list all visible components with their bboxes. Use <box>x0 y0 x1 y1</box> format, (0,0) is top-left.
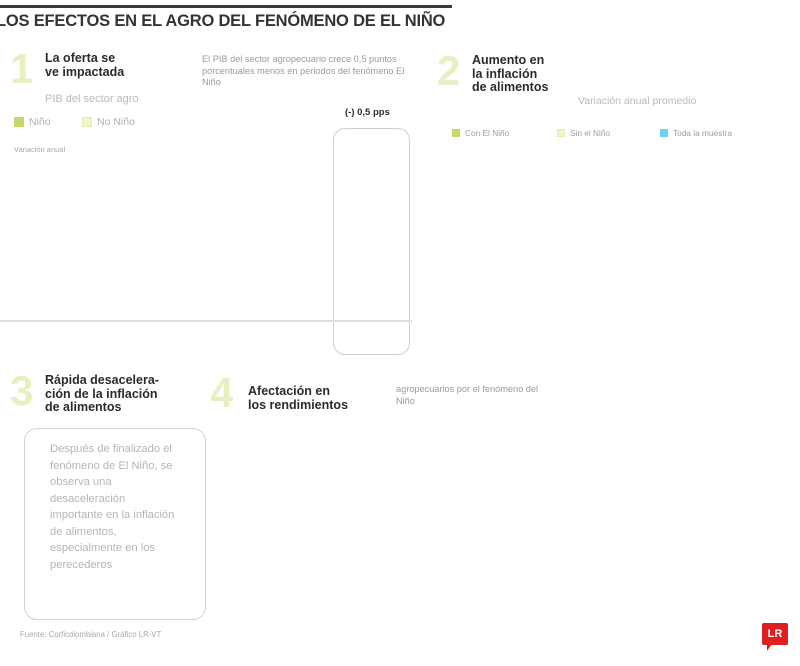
section-1-chart <box>0 130 412 330</box>
section-4-number: 4 <box>210 369 234 416</box>
legend-label-nino: Niño <box>29 116 51 128</box>
section-2-legend-item-1: Sin el Niño <box>557 128 610 138</box>
chart-axis-line <box>0 320 412 322</box>
legend-swatch-con-el-nino <box>452 129 460 137</box>
legend-label-sin-el-nino: Sin el Niño <box>570 128 611 138</box>
ranking-list-right <box>552 368 797 660</box>
legend-swatch-sin-el-nino <box>557 129 565 137</box>
source-note: Fuente: Corficolombiana / Gráfico LR-VT <box>20 630 162 639</box>
section-1-legend-item-1: No Niño <box>82 116 135 128</box>
section-2-chart <box>430 150 800 335</box>
section-1-axis-note: Variación anual <box>14 145 66 154</box>
section-2-subtitle: Variación anual promedio <box>578 95 697 107</box>
ranking-list-left <box>248 428 538 658</box>
section-4-lead: agropecuarios por el fenómeno del Niño <box>396 384 538 406</box>
lr-logo: LR <box>762 623 788 651</box>
section-2-legend-item-2: Toda la muestra <box>660 128 732 138</box>
legend-swatch-no-nino <box>82 117 92 127</box>
section-2-title: Aumento en la inflación de alimentos <box>472 53 549 94</box>
legend-label-no-nino: No Niño <box>97 116 135 128</box>
section-3-quote-box <box>24 428 206 620</box>
legend-label-toda-la-muestra: Toda la muestra <box>673 128 733 138</box>
section-1-legend-item-0: Niño <box>14 116 51 128</box>
section-3-quote: Después de finalizado el fenómeno de El … <box>50 443 175 571</box>
legend-swatch-toda-la-muestra <box>660 129 668 137</box>
section-2-legend-item-0: Con El Niño <box>452 128 509 138</box>
section-1-title: La oferta se ve impactada <box>45 51 125 79</box>
section-1-subtitle: PIB del sector agro <box>45 93 139 105</box>
section-4-title: Afectación en los rendimientos <box>248 384 349 412</box>
section-1-annotation: (-) 0,5 pps <box>345 107 390 118</box>
legend-swatch-nino <box>14 117 24 127</box>
lr-logo-text: LR <box>767 628 783 640</box>
section-2-number: 2 <box>437 47 461 94</box>
page-title: LOS EFECTOS EN EL AGRO DEL FENÓMENO DE E… <box>0 12 446 30</box>
total-highlight-box <box>333 128 410 355</box>
section-3-number: 3 <box>10 367 34 414</box>
section-3-title: Rápida desacelera-ción de la inflación de… <box>45 373 159 414</box>
section-1-lead: El PIB del sector agropecuario crece 0,5… <box>202 54 405 87</box>
section-1-number: 1 <box>10 45 34 92</box>
legend-label-con-el-nino: Con El Niño <box>465 128 510 138</box>
header-rule <box>0 5 452 8</box>
